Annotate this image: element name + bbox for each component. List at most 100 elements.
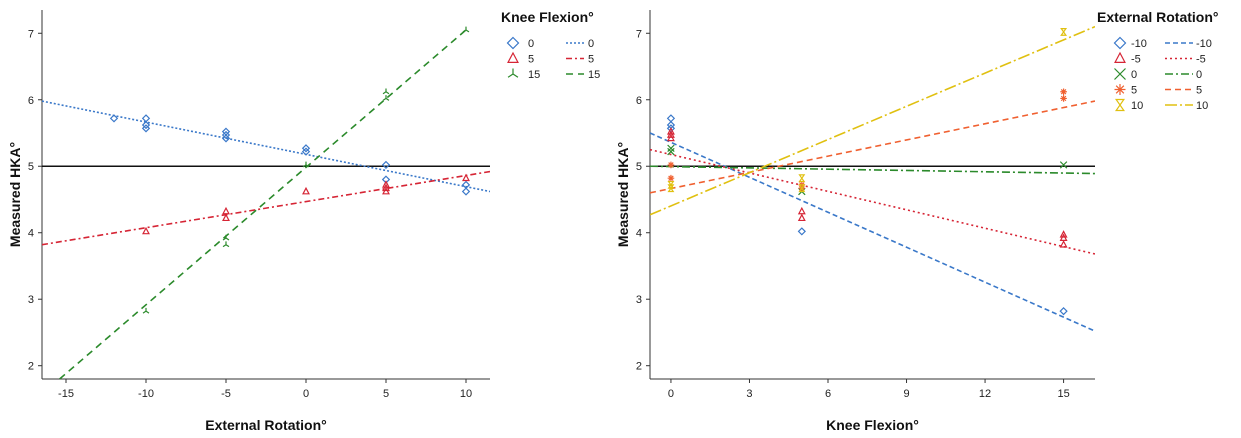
y-tick-label: 7 <box>636 28 642 40</box>
legend-marker-10 <box>1114 98 1126 112</box>
legend-line-label: 0 <box>1196 69 1202 81</box>
data-point-0 <box>221 134 231 143</box>
y-tick-label: 2 <box>636 361 642 373</box>
x-axis-title: Knee Flexion° <box>826 417 919 433</box>
legend-marker-label: 0 <box>528 38 534 50</box>
legend-marker-5 <box>507 51 519 63</box>
data-point--10 <box>1059 307 1068 316</box>
data-point-10 <box>798 184 806 193</box>
x-tick-label: 12 <box>979 388 991 400</box>
y-tick-label: 4 <box>28 228 34 240</box>
y-tick-label: 5 <box>636 161 642 173</box>
data-point-15 <box>382 88 390 95</box>
legend-marker-label: 5 <box>1131 85 1137 97</box>
legend: Knee Flexion° 0 0 5 5 15 15 <box>501 9 600 81</box>
legend-title: Knee Flexion° <box>501 9 594 25</box>
x-tick-label: 9 <box>903 388 909 400</box>
data-point-5 <box>382 186 390 195</box>
fit-line--10 <box>650 132 1095 332</box>
y-axis-title: Measured HKA° <box>615 142 631 247</box>
fit-line-0 <box>650 165 1095 175</box>
data-point-15 <box>382 95 390 101</box>
data-point-5 <box>382 183 390 192</box>
fit-line-10 <box>650 25 1095 216</box>
x-tick-label: 0 <box>668 388 674 400</box>
y-tick-label: 3 <box>28 294 34 306</box>
data-point-15 <box>302 161 310 168</box>
data-point-0 <box>301 147 311 156</box>
data-point-0 <box>221 130 231 140</box>
data-point--5 <box>1059 230 1068 238</box>
legend-marker-15 <box>507 68 519 78</box>
data-point-10 <box>1060 28 1068 36</box>
data-point-0 <box>667 147 675 156</box>
legend-marker-0 <box>1114 68 1126 80</box>
data-point-0 <box>1059 161 1068 169</box>
fit-line--5 <box>650 148 1095 255</box>
data-point-5 <box>462 173 470 182</box>
data-point-15 <box>142 307 150 314</box>
y-tick-label: 4 <box>636 228 642 240</box>
data-point-0 <box>301 144 311 153</box>
legend-marker-0 <box>506 36 520 50</box>
y-axis-title: Measured HKA° <box>7 142 23 247</box>
legend-marker-label: 0 <box>1131 69 1137 81</box>
legend-marker-label: -10 <box>1131 38 1147 50</box>
legend-line-label: 15 <box>588 69 600 81</box>
x-tick-label: -5 <box>221 388 231 400</box>
data-point-0 <box>141 114 151 123</box>
data-point-0 <box>109 114 119 123</box>
data-point-15 <box>222 241 230 248</box>
legend: External Rotation° -10 -10 -5 -5 0 0 5 5 10 10 <box>1097 9 1219 112</box>
data-point-0 <box>381 160 391 170</box>
y-tick-label: 7 <box>28 28 34 40</box>
legend-marker-label: 15 <box>528 69 540 81</box>
data-point--5 <box>1059 240 1068 248</box>
legend-marker-label: -5 <box>1131 54 1141 66</box>
fit-line-0 <box>42 100 490 193</box>
x-tick-label: 0 <box>303 388 309 400</box>
chart-panel-1: 2 3 4 5 6 7 -15 -10 -5 0 5 10 External Rotation° Meas… <box>7 9 600 433</box>
legend-marker-label: 5 <box>528 54 534 66</box>
data-point-0 <box>141 120 151 130</box>
data-point--10 <box>797 227 806 236</box>
data-point-0 <box>667 144 675 153</box>
x-axis-title: External Rotation° <box>205 417 327 433</box>
data-point-15 <box>222 234 230 241</box>
data-point-5 <box>1060 95 1067 102</box>
data-point-0 <box>461 187 471 196</box>
x-tick-label: -15 <box>58 388 74 400</box>
legend-marker-5 <box>1114 84 1126 95</box>
data-point-10 <box>667 184 675 193</box>
legend-line-label: -10 <box>1196 38 1212 50</box>
data-point-5 <box>222 206 230 215</box>
legend-marker--10 <box>1113 36 1127 50</box>
legend-line-label: 5 <box>1196 85 1202 97</box>
x-tick-label: 3 <box>746 388 752 400</box>
data-point--5 <box>797 213 806 222</box>
x-tick-label: 15 <box>1057 388 1069 400</box>
x-tick-label: -10 <box>138 388 154 400</box>
fit-line-5 <box>42 170 490 246</box>
legend-line-label: 5 <box>588 54 594 66</box>
data-point-10 <box>667 180 675 189</box>
y-tick-label: 2 <box>28 361 34 373</box>
data-point--5 <box>666 133 675 142</box>
data-point-5 <box>142 226 150 235</box>
fit-line-15 <box>59 29 467 379</box>
data-point-5 <box>667 161 675 169</box>
data-point-5 <box>222 213 230 222</box>
legend-marker-label: 10 <box>1131 100 1143 112</box>
y-tick-label: 6 <box>28 95 34 107</box>
data-point--5 <box>797 206 806 215</box>
data-point-5 <box>667 174 675 182</box>
data-point-5 <box>1060 88 1067 96</box>
data-point--5 <box>666 130 675 138</box>
x-tick-label: 10 <box>460 388 472 400</box>
y-tick-label: 6 <box>636 95 642 107</box>
data-point-10 <box>798 174 806 183</box>
data-point-5 <box>302 186 310 195</box>
data-point-0 <box>141 124 151 133</box>
x-tick-label: 5 <box>383 388 389 400</box>
